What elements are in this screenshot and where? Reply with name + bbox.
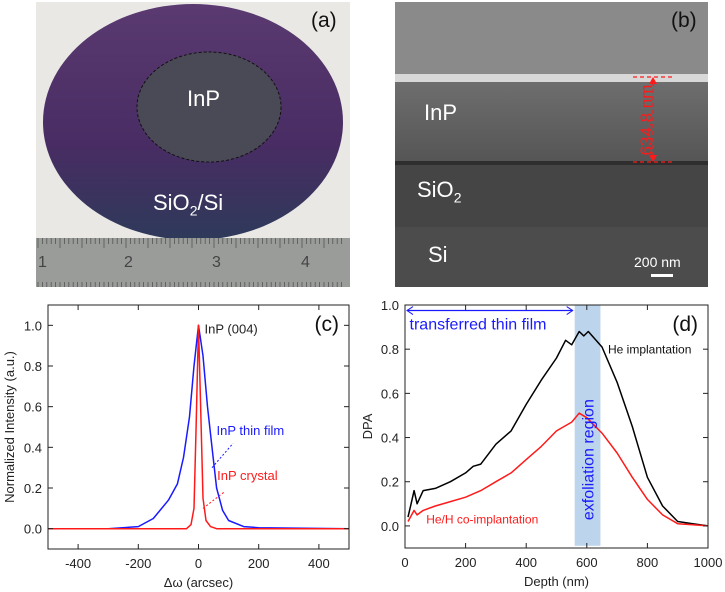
- chart-c-xrd-rocking-curve: -400 -200 0 200 400 0.0 0.2 0.4 0.6 0.8 1.0 Δω (arc…: [2, 304, 350, 590]
- wafer-illustration: [36, 4, 350, 287]
- x-tick-label: 1000: [694, 555, 723, 570]
- arrow-down-icon: [649, 155, 657, 162]
- y-tick-label: 0.2: [381, 475, 399, 490]
- sio2-layer-label: SiO2: [417, 177, 461, 205]
- ruler-mark-1: 1: [38, 254, 47, 271]
- y-tick-label: 0.8: [24, 359, 42, 374]
- sio2-subscript: 2: [453, 189, 462, 206]
- scale-bar-label: 200 nm: [634, 254, 681, 270]
- arrow-left-icon: [406, 306, 414, 315]
- si-suffix-text: /Si: [197, 190, 224, 215]
- x-tick-label: -200: [125, 556, 151, 571]
- x-tick-label: 200: [455, 555, 477, 570]
- y-axis-label: DPA: [360, 413, 375, 439]
- surface-edge: [395, 74, 708, 82]
- series-line-he-h-co-implantation: [407, 412, 709, 527]
- y-axis-label: Normalized Intensity (a.u.): [2, 351, 17, 503]
- x-axis-label: Δω (arcsec): [164, 575, 233, 590]
- inp-layer: [395, 82, 708, 162]
- x-tick-label: -400: [65, 556, 91, 571]
- inp-region-label: InP: [187, 86, 221, 111]
- y-tick-label: 0.4: [24, 440, 42, 455]
- x-tick-label: 200: [248, 556, 270, 571]
- y-tick-label: 0.0: [381, 519, 399, 534]
- leader-line-inp-crystal: [202, 491, 225, 509]
- series-line-he-implantation: [407, 330, 709, 527]
- y-tick-label: 0.2: [24, 481, 42, 496]
- ruler: [36, 238, 350, 287]
- sio2-si-region-label: SiO2/Si: [153, 190, 223, 218]
- ruler-mark-3: 3: [212, 254, 221, 271]
- x-tick-label: 400: [515, 555, 537, 570]
- scale-bar: [651, 274, 673, 277]
- arrow-up-icon: [649, 77, 657, 84]
- series-line-inp-crystal: [48, 324, 349, 530]
- y-tick-label: 0.6: [381, 386, 399, 401]
- leader-line-inp-thin-film: [211, 442, 234, 468]
- panel-label: (d): [672, 313, 698, 336]
- panel-b-sem-image: InP SiO2 Si 634.8 nm 200 nm (b): [395, 2, 708, 287]
- inp-layer-label: InP: [424, 100, 458, 125]
- panel-label: (c): [315, 313, 340, 336]
- legend-label-inp-thin-film: InP thin film: [217, 423, 285, 438]
- x-tick-label: 0: [401, 555, 408, 570]
- ruler-mark-4: 4: [301, 254, 310, 271]
- sio2-text: SiO: [153, 190, 190, 215]
- y-tick-label: 1.0: [381, 298, 399, 313]
- annotation-inp-004: InP (004): [205, 321, 258, 336]
- ruler-mark-2: 2: [124, 254, 133, 271]
- thickness-label: 634.8 nm: [637, 84, 656, 156]
- y-tick-label: 0.4: [381, 431, 399, 446]
- plot-frame: [404, 304, 709, 549]
- interface-line: [395, 161, 708, 165]
- si-layer-label: Si: [428, 242, 448, 267]
- x-tick-label: 600: [576, 555, 598, 570]
- y-tick-label: 1.0: [24, 318, 42, 333]
- panel-a-wafer-photo: InP SiO2/Si 1 2 3 4 (a): [36, 2, 350, 287]
- y-tick-label: 0.6: [24, 400, 42, 415]
- sio2-subscript: 2: [189, 202, 198, 219]
- legend-label-he-h-co-implantation: He/H co-implantation: [426, 513, 538, 527]
- x-tick-label: 800: [637, 555, 659, 570]
- thickness-measurement: [633, 76, 675, 277]
- panel-label-b: (b): [671, 9, 697, 32]
- vacuum-region: [395, 2, 708, 76]
- sio2-layer: [395, 165, 708, 227]
- panel-label-a: (a): [311, 9, 337, 32]
- sio2-text: SiO: [417, 177, 454, 202]
- inp-film-region: [136, 51, 282, 163]
- y-tick-label: 0.8: [381, 342, 399, 357]
- x-axis-label: Depth (nm): [524, 574, 589, 589]
- arrow-right-icon: [566, 306, 574, 315]
- exfoliation-region-label: exfoliation region: [581, 399, 598, 520]
- legend-label-inp-crystal: InP crystal: [217, 468, 278, 483]
- chart-d-dpa-profile: 0 200 400 600 800 1000 0.0 0.2 0.4 0.6 0.8 1.0 Depth…: [360, 298, 723, 589]
- x-tick-label: 400: [308, 556, 330, 571]
- x-tick-label: 0: [195, 556, 202, 571]
- exfoliation-region-band: [574, 305, 601, 546]
- legend-label-he-implantation: He implantation: [608, 343, 691, 357]
- y-tick-label: 0.0: [24, 522, 42, 537]
- transferred-thin-film-label: transferred thin film: [410, 316, 547, 333]
